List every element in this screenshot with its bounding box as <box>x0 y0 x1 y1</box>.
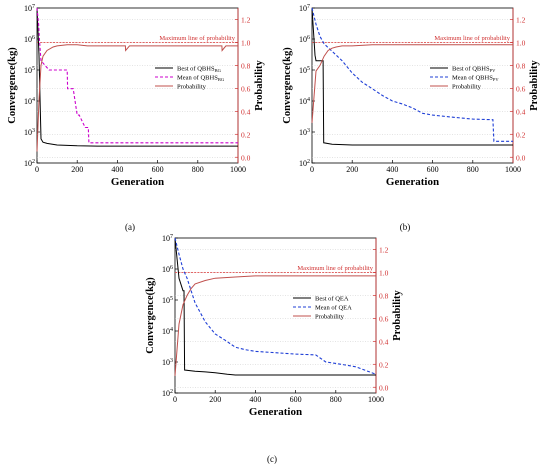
legend-label: Mean of QBHSBG <box>177 75 225 83</box>
y-left-axis-title: Convergence(kg) <box>282 47 293 124</box>
panel-label: (b) <box>400 222 411 232</box>
legend-label: Probability <box>177 84 207 91</box>
chart-panel-3: Maximum line of probability 0 200 400 600 800… <box>145 234 403 464</box>
x-axis-title: Generation <box>111 176 164 188</box>
y-left-tick-label: 105 <box>299 66 310 75</box>
chart-panel-2: Maximum line of probability 0 200 400 600 800… <box>282 4 540 232</box>
x-axis-title: Generation <box>249 406 302 418</box>
y-left-axis-title: Convergence(kg) <box>7 47 18 124</box>
series-line-1 <box>174 237 376 376</box>
series-line-2 <box>174 237 377 375</box>
legend-label: Mean of QEA <box>315 305 352 312</box>
x-tick-label: 400 <box>111 165 123 174</box>
y-right-tick-label: 0.6 <box>379 314 389 323</box>
plot-frame <box>36 7 239 164</box>
x-tick-label: 800 <box>330 395 342 404</box>
legend-label: Best of QEA <box>315 296 349 303</box>
x-tick-label: 1000 <box>505 165 521 174</box>
y-right-tick-label: 1.0 <box>379 268 389 277</box>
x-tick-label: 1000 <box>368 395 384 404</box>
y-left-tick-label: 107 <box>299 4 310 13</box>
x-tick-label: 0 <box>35 165 39 174</box>
legend-label: Probability <box>452 84 482 91</box>
y-left-tick-label: 107 <box>162 234 173 243</box>
y-left-tick-label: 105 <box>162 296 173 305</box>
panel-label: (c) <box>267 454 277 464</box>
series-line-2 <box>311 7 513 142</box>
max-probability-label: Maximum line of probability <box>159 35 235 42</box>
y-right-tick-label: 0.2 <box>379 360 389 369</box>
y-right-tick-label: 0.8 <box>241 61 251 70</box>
y-right-tick-label: 1.0 <box>516 38 526 47</box>
x-tick-label: 0 <box>310 165 314 174</box>
series-line-3 <box>174 275 376 376</box>
x-tick-label: 600 <box>152 165 164 174</box>
y-left-tick-label: 102 <box>162 389 173 398</box>
y-right-tick-label: 0.6 <box>516 84 526 93</box>
y-left-tick-label: 104 <box>162 327 173 336</box>
y-right-tick-label: 0.8 <box>516 61 526 70</box>
y-left-tick-label: 103 <box>299 128 310 137</box>
x-tick-label: 600 <box>290 395 302 404</box>
x-axis-title: Generation <box>386 176 439 188</box>
series-line-1 <box>36 7 238 147</box>
y-left-tick-label: 105 <box>24 66 35 75</box>
y-left-axis-title: Convergence(kg) <box>145 277 156 354</box>
panel-label: (a) <box>125 222 135 232</box>
y-left-tick-label: 103 <box>24 128 35 137</box>
y-right-tick-label: 0.4 <box>516 107 526 116</box>
y-right-tick-label: 0.4 <box>379 337 389 346</box>
legend-label: Best of QBHSBG <box>177 66 222 74</box>
series-line-1 <box>311 7 513 146</box>
x-tick-label: 400 <box>249 395 261 404</box>
x-tick-label: 600 <box>427 165 439 174</box>
y-right-axis-title: Probability <box>254 59 265 110</box>
legend-label: Best of QBHSPV <box>452 66 496 74</box>
x-tick-label: 200 <box>71 165 83 174</box>
x-tick-label: 800 <box>467 165 479 174</box>
y-right-tick-label: 1.2 <box>379 245 389 254</box>
x-tick-label: 1000 <box>230 165 246 174</box>
chart-panel-1: Maximum line of probability 0 200 400 600 800… <box>7 4 265 232</box>
x-tick-label: 200 <box>346 165 358 174</box>
x-tick-label: 800 <box>192 165 204 174</box>
legend-label: Probability <box>315 314 345 321</box>
y-right-tick-label: 0.0 <box>516 153 526 162</box>
y-right-axis-title: Probability <box>392 289 403 340</box>
series-line-2 <box>36 7 238 144</box>
y-right-axis-title: Probability <box>529 59 540 110</box>
y-left-tick-label: 107 <box>24 4 35 13</box>
y-left-tick-label: 106 <box>299 35 310 44</box>
legend-label: Mean of QBHSPV <box>452 75 499 83</box>
plot-frame <box>174 237 377 394</box>
y-right-tick-label: 0.6 <box>241 84 251 93</box>
y-right-tick-label: 1.2 <box>516 15 526 24</box>
y-right-tick-label: 1.0 <box>241 38 251 47</box>
y-right-tick-label: 0.2 <box>516 130 526 139</box>
series-line-3 <box>36 44 238 152</box>
y-right-tick-label: 0.2 <box>241 130 251 139</box>
y-left-tick-label: 102 <box>299 159 310 168</box>
x-tick-label: 400 <box>386 165 398 174</box>
y-right-tick-label: 1.2 <box>241 15 251 24</box>
x-tick-label: 0 <box>173 395 177 404</box>
y-right-tick-label: 0.0 <box>379 383 389 392</box>
series-line-3 <box>311 44 513 123</box>
y-right-tick-label: 0.0 <box>241 153 251 162</box>
y-right-tick-label: 0.4 <box>241 107 251 116</box>
x-tick-label: 200 <box>209 395 221 404</box>
max-probability-label: Maximum line of probability <box>434 35 510 42</box>
y-left-tick-label: 102 <box>24 159 35 168</box>
max-probability-label: Maximum line of probability <box>297 265 373 272</box>
y-left-tick-label: 103 <box>162 358 173 367</box>
y-right-tick-label: 0.8 <box>379 291 389 300</box>
y-left-tick-label: 104 <box>24 97 35 106</box>
y-left-tick-label: 104 <box>299 97 310 106</box>
y-left-tick-label: 106 <box>24 35 35 44</box>
y-left-tick-label: 106 <box>162 265 173 274</box>
plot-frame <box>311 7 514 164</box>
